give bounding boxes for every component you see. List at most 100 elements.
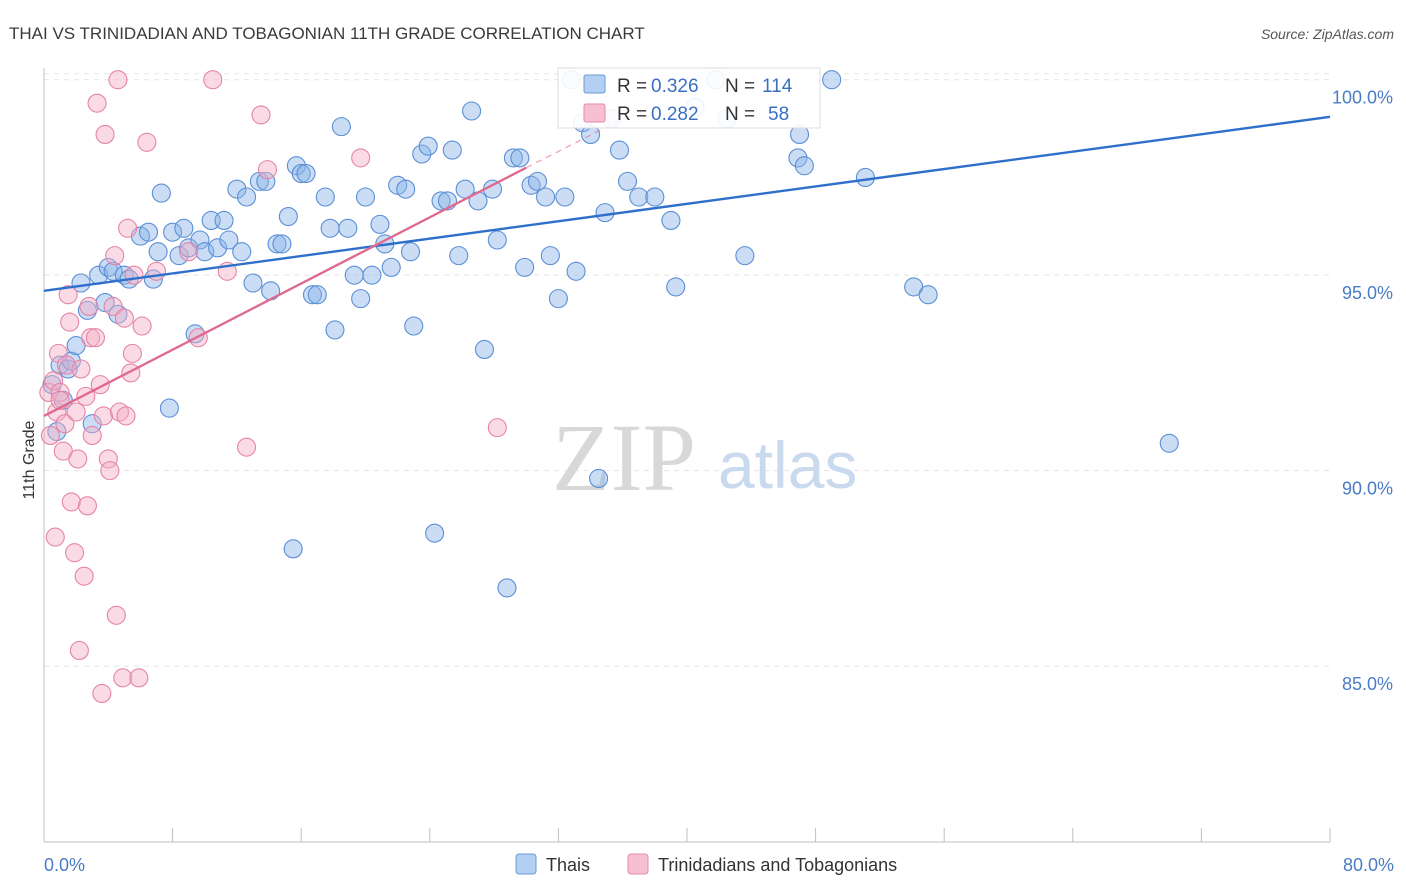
trinidadian-point — [74, 566, 94, 586]
thai-point — [370, 214, 390, 234]
trinidadian-point — [103, 296, 123, 317]
thai-point — [174, 218, 194, 238]
trinidadian-point — [122, 343, 142, 363]
grid-lines — [44, 73, 1330, 667]
thai-trend-line — [43, 115, 1331, 293]
y-tick-label: 90.0% — [1342, 479, 1393, 499]
y-tick-label: 95.0% — [1342, 283, 1393, 303]
trinidadian-point — [87, 93, 107, 113]
legend-r-value-trinidadian: 0.282 — [651, 104, 699, 125]
thai-point — [661, 210, 681, 231]
series-legend: Thais Trinidadians and Tobagonians — [515, 853, 897, 875]
trinidadian-point — [95, 124, 115, 145]
trinidadian-point — [81, 328, 101, 348]
trinidadian-trend-line — [43, 166, 527, 417]
thai-point — [449, 246, 469, 266]
thai-point — [344, 265, 364, 285]
thai-point — [291, 163, 311, 184]
thai-point — [645, 187, 665, 207]
thai-point — [163, 222, 183, 242]
legend-n-value-trinidadian: 58 — [768, 104, 789, 125]
x-tick-label-max: 80.0% — [1343, 855, 1394, 875]
trinidadian-point — [61, 492, 81, 512]
thai-point — [822, 70, 842, 90]
series-legend-label-trinidadian: Trinidadians and Tobagonians — [658, 855, 897, 875]
legend-swatch-trinidadian — [583, 103, 606, 123]
y-tick-labels: 85.0% 90.0% 95.0% 100.0% — [1332, 88, 1393, 694]
thai-point — [412, 144, 432, 164]
thai-point — [589, 468, 609, 489]
trinidadian-point — [113, 668, 133, 688]
legend-r-label-thais: R = — [617, 76, 647, 97]
thai-point — [138, 222, 159, 242]
chart-title: THAI VS TRINIDADIAN AND TOBAGONIAN 11TH … — [9, 24, 645, 43]
trinidadian-point — [179, 242, 199, 262]
legend-n-label-thais: N = — [725, 76, 755, 97]
thai-point — [918, 285, 938, 305]
series-legend-swatch-trinidadian — [627, 853, 649, 875]
thai-point — [400, 242, 421, 262]
thai-point — [362, 265, 382, 285]
trinidadian-point — [69, 640, 89, 661]
thai-point — [338, 218, 358, 238]
trinidadian-point — [100, 461, 120, 481]
thai-point — [418, 136, 438, 156]
trinidadian-point — [60, 312, 80, 332]
thai-point — [243, 273, 263, 293]
scatter-points — [39, 70, 1179, 704]
thai-point — [296, 163, 316, 184]
thai-point — [617, 171, 638, 191]
thai-point — [666, 277, 686, 297]
trinidadian-point — [92, 683, 112, 704]
watermark: ZIP atlas — [552, 404, 857, 511]
thai-point — [431, 191, 451, 211]
thai-point — [527, 171, 548, 191]
thai-point — [190, 230, 210, 250]
trinidadian-point — [108, 70, 128, 90]
thai-point — [169, 246, 189, 266]
trinidadian-point — [137, 132, 157, 152]
trinidadian-point — [56, 355, 77, 375]
thai-point — [151, 183, 171, 203]
trinidadian-point — [55, 414, 75, 434]
thai-point — [320, 218, 340, 238]
thai-point — [232, 242, 252, 262]
series-legend-swatch-thais — [515, 853, 537, 875]
trinidadian-point — [132, 316, 152, 336]
trinidadian-point — [236, 437, 257, 457]
thai-point — [794, 156, 814, 176]
thai-point — [404, 316, 424, 336]
y-axis-label: 11th Grade — [21, 420, 38, 499]
axes — [43, 68, 1331, 843]
trinidadian-point — [114, 308, 134, 328]
trinidadian-point — [71, 359, 91, 379]
thai-point — [272, 234, 292, 254]
thai-point — [236, 187, 257, 207]
thai-point — [735, 246, 755, 266]
thai-point — [325, 320, 345, 340]
trinidadian-point — [82, 425, 102, 446]
thai-point — [148, 242, 168, 262]
trinidadian-point — [257, 160, 277, 180]
thai-point — [283, 539, 303, 559]
trinidadian-point — [58, 285, 78, 305]
trend-lines — [43, 115, 1331, 417]
thai-point — [267, 234, 287, 254]
thai-point — [510, 148, 530, 168]
watermark-zip: ZIP — [552, 404, 696, 511]
series-legend-label-thais: Thais — [546, 855, 590, 875]
thai-point — [351, 289, 371, 309]
thai-point — [788, 148, 808, 168]
thai-point — [396, 179, 416, 199]
y-tick-label: 100.0% — [1332, 88, 1393, 108]
trinidadian-point — [44, 371, 64, 391]
thai-point — [442, 140, 462, 160]
thai-point — [219, 230, 239, 250]
legend-r-value-thais: 0.326 — [651, 76, 699, 97]
watermark-atlas: atlas — [718, 428, 857, 502]
thai-point — [855, 167, 875, 188]
trinidadian-point — [45, 527, 65, 547]
trinidadian-point — [93, 406, 114, 426]
thai-point — [381, 257, 401, 277]
